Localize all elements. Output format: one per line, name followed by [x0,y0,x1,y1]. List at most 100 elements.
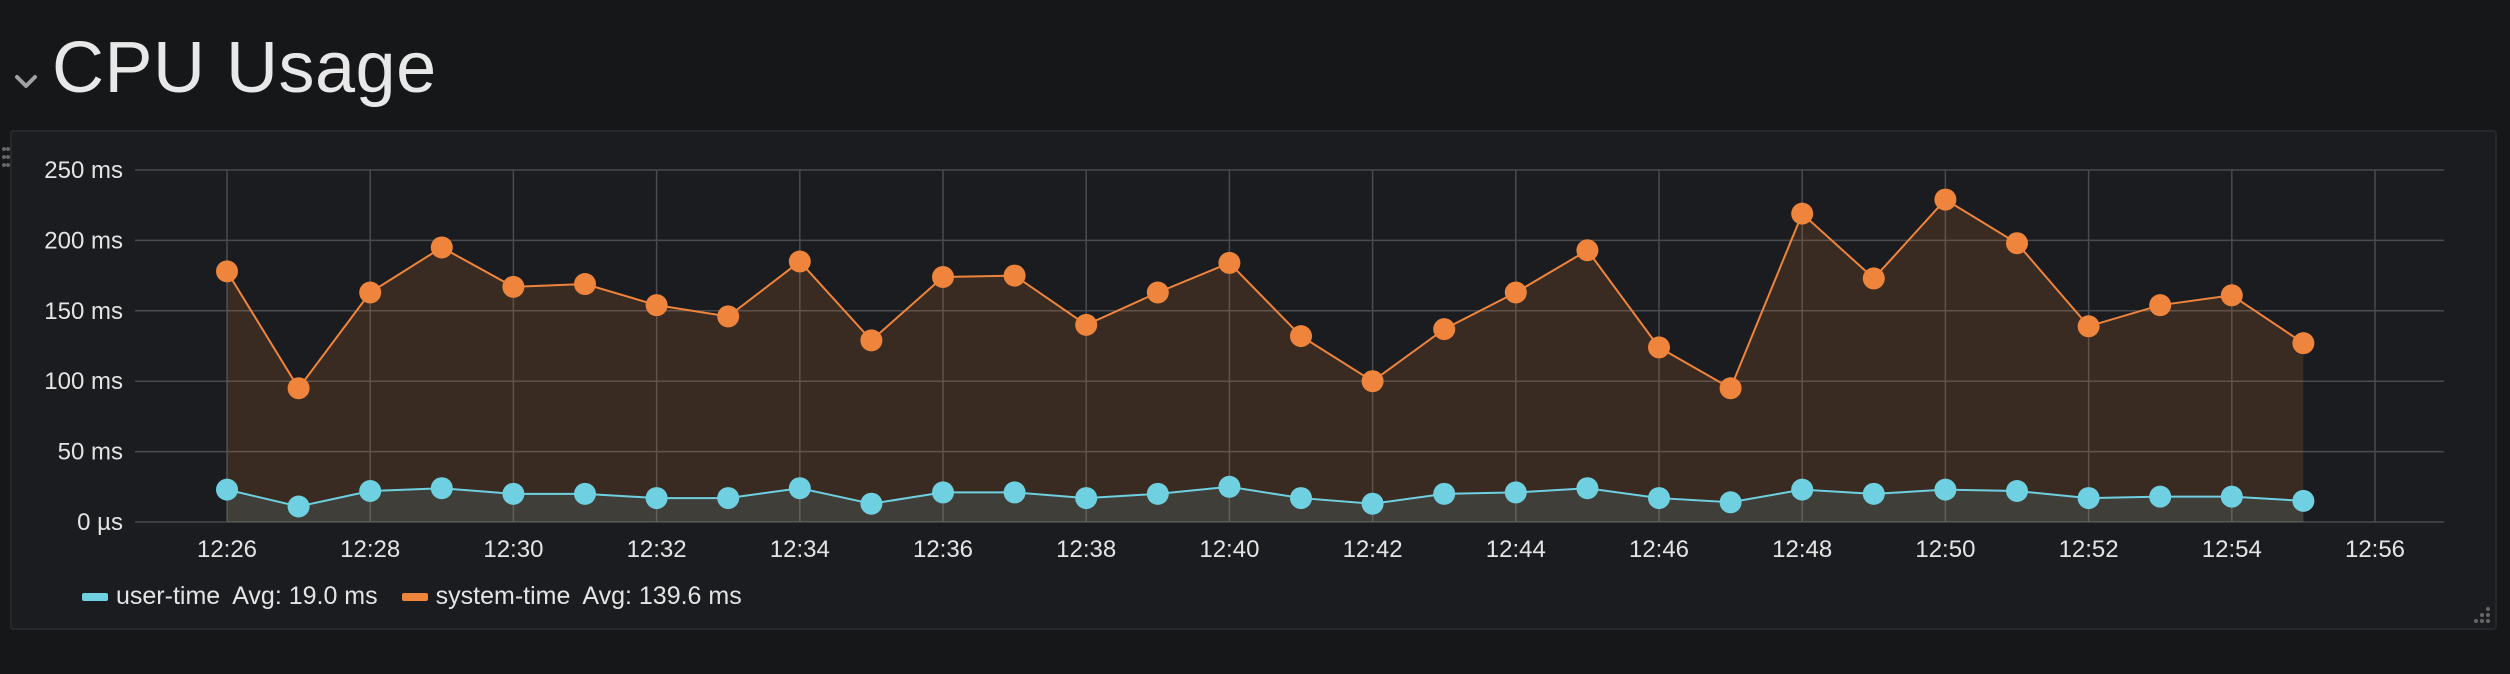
data-point-system-time [1648,336,1670,359]
x-tick-label: 12:56 [2345,536,2405,563]
y-tick-label: 0 µs [77,509,123,536]
legend-avg-system-time: Avg: 139.6 ms [582,582,742,610]
x-tick-label: 12:38 [1056,536,1116,563]
data-point-system-time [788,250,811,273]
legend-label-system-time: system-time [435,582,571,610]
data-point-system-time [932,266,954,289]
data-point-user-time [1719,491,1742,514]
legend-label-user-time: user-time [116,582,221,610]
data-point-system-time [1504,281,1527,304]
x-tick-label: 12:32 [627,536,687,563]
data-point-user-time [1290,487,1312,510]
data-point-user-time [574,482,596,505]
data-point-system-time [216,260,238,283]
x-tick-label: 12:44 [1486,536,1546,563]
cpu-usage-chart: 0 µs 50 ms 100 ms 150 ms 200 ms 250 ms 12:26 12… [44,157,2444,563]
x-tick-label: 12:48 [1772,536,1832,563]
y-tick-label: 250 ms [44,157,123,184]
data-point-user-time [1648,487,1670,510]
x-tick-label: 12:28 [340,536,400,563]
drag-handle-icon[interactable] [2,146,10,176]
row-header: CPU Usage [12,18,437,118]
x-tick-label: 12:50 [1915,536,1975,563]
data-point-user-time [1504,481,1527,504]
data-point-system-time [1862,267,1885,290]
data-point-system-time [2006,232,2028,255]
data-point-system-time [1003,264,1026,287]
data-point-user-time [1218,475,1241,498]
data-point-system-time [645,294,668,317]
data-point-system-time [430,236,453,259]
data-point-user-time [430,477,453,500]
data-point-system-time [1719,377,1742,400]
data-point-user-time [645,487,668,510]
series-area-system-time [227,199,2304,522]
data-point-user-time [717,487,740,510]
data-point-user-time [1075,487,1098,510]
data-point-system-time [1146,281,1169,304]
x-tick-label: 12:36 [913,536,973,563]
data-point-user-time [1862,482,1885,505]
data-point-system-time [1576,239,1599,262]
data-point-system-time [502,275,525,298]
legend-swatch-user-time [82,592,108,601]
legend-avg-user-time: Avg: 19.0 ms [232,582,378,610]
x-tick-label: 12:40 [1199,536,1259,563]
data-point-user-time [1433,482,1456,505]
x-tick-label: 12:42 [1343,536,1403,563]
data-point-system-time [2220,284,2243,307]
data-point-user-time [788,477,811,500]
data-point-system-time [287,377,310,400]
chevron-down-icon[interactable] [12,67,40,95]
data-point-user-time [2220,485,2243,508]
data-point-system-time [2077,315,2100,338]
data-point-user-time [2149,485,2172,508]
graph-panel[interactable]: 0 µs 50 ms 100 ms 150 ms 200 ms 250 ms 12:26 12… [2,130,2497,630]
data-point-user-time [1361,492,1384,515]
x-tick-label: 12:52 [2059,536,2119,563]
x-tick-label: 12:54 [2202,536,2262,563]
data-point-system-time [1075,313,1098,336]
y-tick-label: 100 ms [44,368,123,395]
x-tick-label: 12:46 [1629,536,1689,563]
legend-swatch-system-time [401,592,428,601]
row-title[interactable]: CPU Usage [52,28,437,108]
data-point-user-time [2077,487,2100,510]
data-point-system-time [1361,370,1384,393]
x-tick-label: 12:34 [770,536,830,563]
data-point-user-time [1003,481,1026,504]
data-point-user-time [1146,482,1169,505]
data-point-system-time [574,273,596,296]
legend-item-user-time[interactable]: user-time Avg: 19.0 ms [82,582,378,611]
data-point-system-time [860,329,883,352]
series-area-user-time [227,486,2304,522]
data-point-system-time [2149,294,2172,317]
y-tick-label: 50 ms [58,439,123,466]
legend: user-time Avg: 19.0 ms system-time Avg: … [82,582,766,611]
data-point-user-time [359,480,382,503]
series-line-user-time [226,485,2304,508]
data-point-user-time [2292,489,2315,512]
data-point-system-time [1218,251,1241,274]
data-point-user-time [2006,480,2028,503]
data-point-system-time [1791,202,1814,225]
data-point-system-time [359,281,382,304]
data-point-user-time [1791,478,1814,501]
legend-item-system-time[interactable]: system-time Avg: 139.6 ms [401,582,742,611]
x-tick-label: 12:26 [197,536,257,563]
x-tick-label: 12:30 [483,536,543,563]
data-point-user-time [1576,477,1599,500]
data-point-system-time [1934,188,1957,211]
data-point-user-time [860,492,883,515]
y-tick-label: 150 ms [44,298,123,325]
data-point-user-time [216,478,238,501]
data-point-system-time [717,305,740,328]
y-tick-label: 200 ms [44,227,123,254]
series-line-system-time [226,198,2304,391]
data-point-user-time [287,495,310,518]
data-point-system-time [1290,325,1312,348]
data-point-system-time [2292,332,2315,355]
data-point-user-time [502,482,525,505]
resize-handle-icon[interactable] [2473,606,2491,624]
data-point-user-time [932,481,954,504]
